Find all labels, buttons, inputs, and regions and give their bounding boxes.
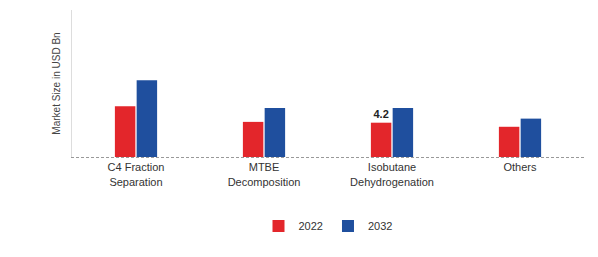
svg-text:2032: 2032 bbox=[368, 220, 392, 232]
svg-text:C4 FractionSeparation: C4 FractionSeparation bbox=[108, 161, 165, 187]
svg-text:MTBEDecomposition: MTBEDecomposition bbox=[228, 161, 301, 187]
svg-text:Others: Others bbox=[503, 161, 537, 173]
svg-text:2022: 2022 bbox=[299, 220, 323, 232]
svg-text:4.2: 4.2 bbox=[373, 108, 388, 120]
svg-text:Market Size in USD Bn: Market Size in USD Bn bbox=[51, 32, 62, 134]
svg-text:IsobutaneDehydrogenation: IsobutaneDehydrogenation bbox=[350, 161, 434, 187]
